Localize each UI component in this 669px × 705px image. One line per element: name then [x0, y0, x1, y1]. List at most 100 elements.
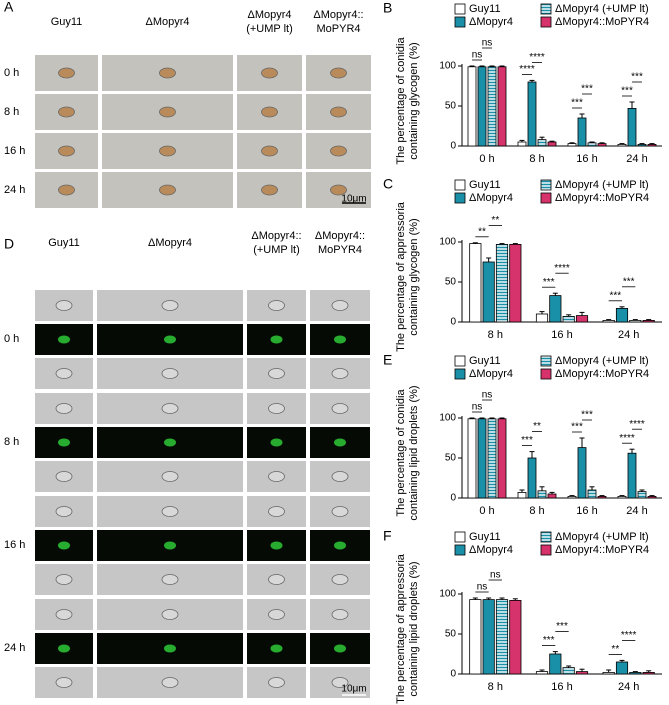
- bar: [547, 493, 557, 499]
- significance-label: ***: [581, 410, 593, 421]
- legend-swatch: [540, 355, 552, 367]
- column-header: Guy11: [48, 237, 80, 249]
- bar: [535, 313, 549, 323]
- cell: [55, 609, 73, 620]
- cell: [268, 471, 285, 482]
- x-tick-label: 24 h: [626, 505, 647, 517]
- bar: [602, 319, 615, 323]
- y-axis-label: The percentage of appressoria: [395, 553, 407, 704]
- legend-label: ΔMopyr4: [469, 16, 513, 28]
- cell: [159, 67, 176, 79]
- significance-label: ns: [477, 582, 488, 593]
- fluorescent-cell: [164, 438, 176, 447]
- y-tick-label: 50: [445, 453, 457, 464]
- bar: [575, 671, 589, 675]
- cell: [161, 677, 179, 688]
- cell: [159, 106, 176, 118]
- legend-label: ΔMopyr4::MoPYR4: [555, 544, 649, 556]
- bar: [615, 661, 629, 675]
- fluorescent-cell: [58, 335, 70, 344]
- row-label: 0 h: [4, 333, 19, 345]
- bar: [527, 457, 537, 499]
- significance-label: **: [533, 421, 541, 432]
- y-axis-label: The percentage of appressoria: [395, 201, 407, 352]
- bar: [627, 452, 637, 499]
- significance-label: ***: [621, 86, 633, 97]
- cell: [330, 106, 347, 118]
- cell: [55, 677, 73, 688]
- x-tick-label: 8 h: [529, 505, 544, 517]
- legend-swatch: [540, 179, 552, 191]
- significance-label: ****: [554, 263, 570, 274]
- bar: [577, 117, 587, 147]
- cell: [161, 609, 179, 620]
- fluorescent-cell: [334, 541, 346, 550]
- significance-label: ns: [472, 402, 483, 413]
- y-tick-label: 0: [450, 141, 456, 152]
- x-tick-label: 8 h: [529, 153, 544, 165]
- y-tick-label: 50: [445, 101, 457, 112]
- column-header: ΔMopyr4::: [313, 9, 363, 21]
- significance-label: ns: [482, 390, 493, 401]
- bar: [617, 495, 627, 499]
- bar: [567, 143, 577, 147]
- bar: [617, 143, 627, 147]
- row-label: 16 h: [4, 539, 25, 551]
- cell: [58, 106, 75, 118]
- bar: [567, 495, 577, 499]
- bar: [587, 142, 597, 147]
- bar: [469, 243, 482, 323]
- significance-label: ****: [619, 433, 635, 444]
- bar: [629, 319, 642, 323]
- bar: [597, 495, 607, 499]
- bar: [562, 315, 575, 323]
- significance-label: ***: [631, 72, 643, 83]
- cell: [161, 300, 179, 311]
- cell: [58, 145, 75, 157]
- legend-label: ΔMopyr4 (+UMP lt): [555, 355, 649, 367]
- y-axis-label: containing lipid droplets (%): [408, 385, 420, 520]
- cell: [268, 677, 285, 688]
- fluorescent-cell: [58, 541, 70, 550]
- cell: [261, 184, 278, 196]
- significance-label: ns: [490, 570, 501, 581]
- bar: [509, 243, 522, 323]
- cell: [159, 184, 176, 196]
- x-tick-label: 8 h: [488, 329, 503, 341]
- fluorescent-cell: [164, 335, 176, 344]
- bar: [497, 418, 507, 499]
- row-label: 24 h: [4, 642, 25, 654]
- legend-label: Guy11: [469, 531, 501, 543]
- legend-label: ΔMopyr4 (+UMP lt): [555, 179, 649, 191]
- bar: [482, 599, 495, 675]
- cell: [330, 145, 347, 157]
- panel-letter: D: [4, 236, 14, 252]
- cell: [58, 67, 75, 79]
- significance-label: ***: [543, 277, 555, 288]
- panel-letter: E: [383, 352, 392, 368]
- panel-letter: F: [383, 528, 392, 544]
- column-header: MoPYR4: [318, 244, 362, 256]
- cell: [55, 300, 73, 311]
- y-tick-label: 100: [439, 589, 456, 600]
- x-tick-label: 16 h: [551, 329, 572, 341]
- legend-swatch: [540, 368, 552, 380]
- x-tick-label: 16 h: [576, 153, 597, 165]
- legend-swatch: [454, 355, 466, 367]
- row-label: 0 h: [4, 67, 19, 79]
- fluorescent-cell: [270, 644, 283, 653]
- bar: [562, 667, 575, 675]
- cell: [268, 609, 285, 620]
- column-header: MoPYR4: [316, 23, 360, 35]
- column-header: ΔMopyr4: [145, 16, 189, 28]
- bar: [637, 491, 647, 499]
- column-header: Guy11: [51, 16, 83, 28]
- legend-swatch: [454, 368, 466, 380]
- significance-label: **: [478, 226, 486, 237]
- panel-letter: B: [383, 0, 392, 16]
- bar: [495, 243, 509, 323]
- bar: [647, 495, 657, 499]
- legend-swatch: [454, 179, 466, 191]
- significance-label: ns: [472, 50, 483, 61]
- legend-label: ΔMopyr4::MoPYR4: [555, 16, 649, 28]
